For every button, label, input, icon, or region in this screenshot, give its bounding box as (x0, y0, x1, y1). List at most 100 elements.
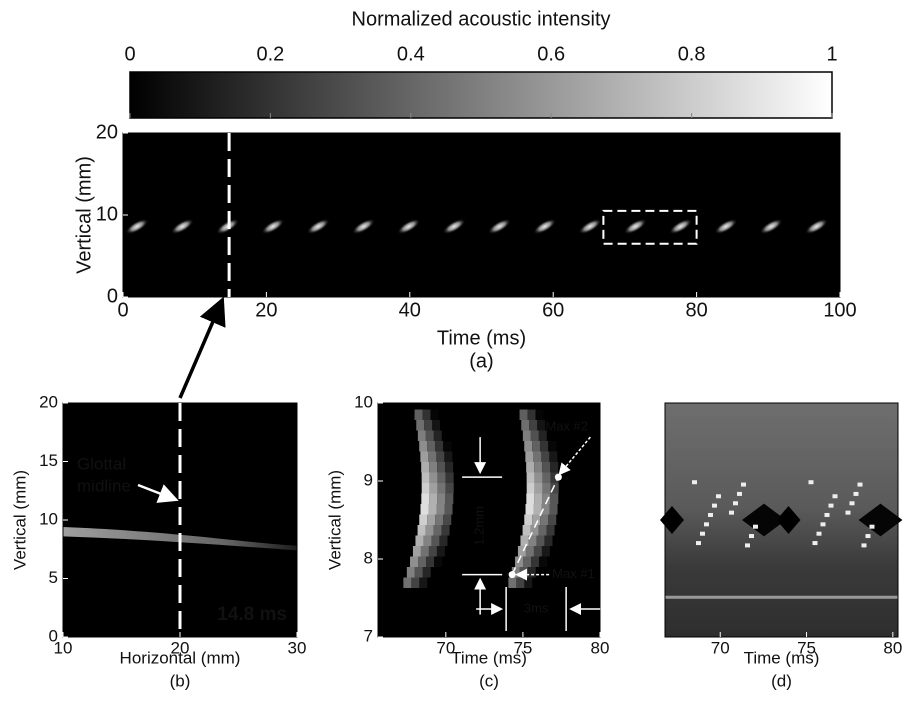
pixel (536, 535, 545, 546)
pixel (519, 409, 528, 420)
pixel (512, 588, 521, 599)
speckle (853, 491, 859, 496)
x-tick-label: 75 (797, 638, 816, 657)
pixel (550, 462, 559, 473)
speckle (752, 524, 758, 529)
pixel (436, 451, 445, 462)
point-label: Max #2 (545, 419, 588, 434)
pixel (430, 567, 439, 578)
pixel (439, 535, 448, 546)
pixel (505, 609, 513, 620)
pixel (497, 609, 505, 620)
pixel (520, 535, 529, 546)
pixel (445, 493, 454, 504)
pixel (444, 451, 453, 462)
pixel (526, 472, 535, 483)
pixel (550, 483, 559, 494)
speckle (832, 494, 838, 499)
pixel (508, 598, 517, 609)
pixel (444, 504, 453, 515)
pixel (428, 546, 437, 557)
pixel (445, 472, 454, 483)
pixel (412, 546, 421, 557)
colorbar-tick-label: 0.6 (537, 43, 565, 65)
panel: 70 75 80 Time (ms) (d) (659, 402, 903, 690)
pixel (415, 588, 424, 599)
pixel (395, 598, 404, 609)
y-tick-label: 10 (39, 509, 58, 528)
y-tick-label: 10 (354, 392, 373, 411)
pixel (427, 514, 436, 525)
x-tick-label: 40 (399, 299, 421, 321)
pixel (408, 609, 416, 620)
pixel (532, 441, 541, 452)
pixel (550, 472, 559, 483)
pixel (543, 409, 552, 420)
pixel (548, 514, 557, 525)
x-tick-label: 60 (542, 299, 564, 321)
pixel (523, 556, 532, 567)
speckle (736, 491, 742, 496)
speckle (715, 494, 721, 499)
speckle (845, 510, 851, 515)
pixel (537, 420, 546, 431)
span-label: 1.2mm (472, 506, 487, 546)
pixel (525, 451, 534, 462)
pixel (433, 430, 442, 441)
colorbar-tick-label: 1 (826, 43, 837, 65)
pixel (544, 535, 553, 546)
heatmap-background (123, 133, 840, 297)
speckle (857, 482, 863, 487)
pixel (530, 525, 539, 536)
y-tick-label: 10 (96, 203, 118, 225)
pixel (524, 577, 533, 588)
pixel (527, 409, 536, 420)
pixel (419, 441, 428, 452)
intensity-blob (578, 218, 602, 235)
y-tick-label: 0 (49, 626, 58, 645)
pixel (528, 588, 537, 599)
pixel (425, 430, 434, 441)
pixel (541, 504, 550, 515)
pixel (421, 493, 430, 504)
x-tick-label: 80 (591, 638, 610, 657)
pixel (541, 451, 550, 462)
pixel (546, 430, 555, 441)
pixel (422, 409, 431, 420)
x-axis-label: Time (ms) (451, 648, 527, 667)
x-tick-label: 75 (513, 638, 532, 657)
pixel (533, 504, 542, 515)
max-point (508, 571, 516, 579)
speckle (732, 501, 738, 506)
x-tick-label: 80 (883, 638, 902, 657)
speckle (865, 534, 871, 539)
pixel (435, 514, 444, 525)
y-axis-label: Vertical (mm) (10, 470, 29, 570)
intensity-blob (306, 218, 330, 235)
highlight-box (602, 209, 698, 245)
pixel (427, 577, 436, 588)
intensity-blob (669, 218, 693, 235)
pixel (534, 472, 543, 483)
pixel (407, 588, 416, 599)
y-axis-label: Vertical (mm) (325, 470, 344, 570)
x-tick-label: 80 (685, 299, 707, 321)
pixel (525, 504, 534, 515)
pixel (436, 546, 445, 557)
speckle (808, 480, 814, 485)
pixel (516, 598, 525, 609)
span-label: 3ms (524, 600, 549, 615)
annotation: Glottal (77, 454, 126, 473)
pixel (540, 441, 549, 452)
intensity-blob (804, 218, 829, 235)
pixel (526, 462, 535, 473)
pixel (540, 514, 549, 525)
speckle (824, 512, 830, 517)
speckle (744, 543, 750, 548)
pixel (534, 462, 543, 473)
pixel (406, 567, 415, 578)
intensity-blob (170, 218, 194, 235)
pixel (516, 577, 525, 588)
pixel (403, 577, 412, 588)
